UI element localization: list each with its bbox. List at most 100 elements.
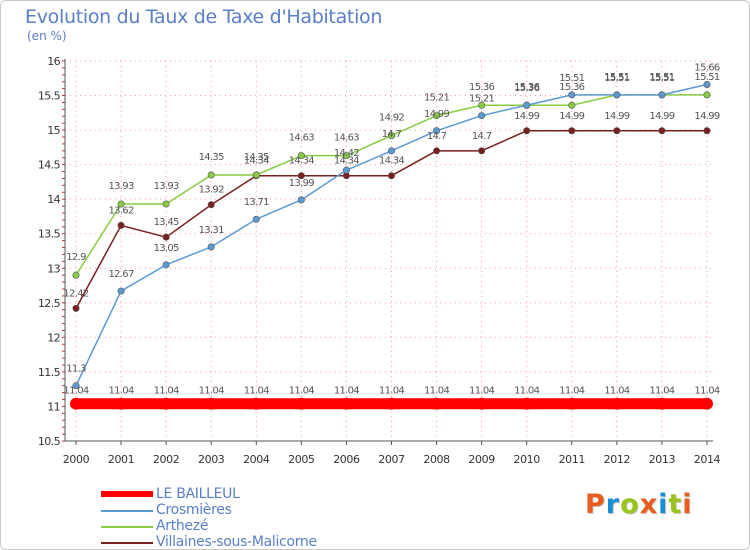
data-point-artheze xyxy=(72,271,80,279)
data-point-le-bailleul xyxy=(520,397,533,410)
y-tick-label: 12 xyxy=(47,331,60,344)
y-tick-label: 16 xyxy=(47,55,60,68)
legend-label-villaines-sous-malicorne: Villaines-sous-Malicorne xyxy=(156,534,317,550)
data-point-villaines-sous-malicorne xyxy=(433,147,441,155)
legend: LE BAILLEUL Crosmières Arthezé Villaines… xyxy=(101,486,361,550)
data-label-le-bailleul: 11.04 xyxy=(559,386,584,397)
data-point-artheze xyxy=(387,132,395,140)
legend-swatch-crosmieres xyxy=(101,510,153,512)
logo-letter: t xyxy=(668,489,683,520)
data-label-crosmieres: 15.51 xyxy=(604,73,629,84)
data-label-artheze: 15.36 xyxy=(469,82,494,93)
data-point-le-bailleul xyxy=(655,397,668,410)
data-label-le-bailleul: 11.04 xyxy=(334,386,359,397)
data-label-villaines-sous-malicorne: 13.62 xyxy=(108,205,133,216)
data-point-artheze xyxy=(207,171,215,179)
data-point-le-bailleul xyxy=(385,397,398,410)
series-layer xyxy=(70,80,713,410)
data-label-artheze: 14.92 xyxy=(379,113,404,124)
data-point-le-bailleul xyxy=(565,397,578,410)
data-point-le-bailleul xyxy=(475,397,488,410)
x-tick-label: 2002 xyxy=(153,453,179,466)
data-point-le-bailleul xyxy=(205,397,218,410)
data-label-villaines-sous-malicorne: 14.99 xyxy=(559,111,584,122)
logo-letter: x xyxy=(639,489,659,520)
data-point-le-bailleul xyxy=(610,397,623,410)
data-label-crosmieres: 13.99 xyxy=(289,178,314,189)
legend-swatch-artheze xyxy=(101,526,153,528)
data-point-artheze xyxy=(117,200,125,208)
data-label-le-bailleul: 11.04 xyxy=(154,386,179,397)
data-label-artheze: 13.93 xyxy=(108,181,133,192)
data-point-le-bailleul xyxy=(70,397,82,410)
legend-swatch-villaines-sous-malicorne xyxy=(101,542,153,544)
data-label-artheze: 14.35 xyxy=(244,152,269,163)
legend-item-crosmieres: Crosmières xyxy=(101,502,361,519)
data-point-crosmieres xyxy=(207,243,215,251)
data-label-artheze: 12.9 xyxy=(66,252,86,263)
data-point-crosmieres xyxy=(72,382,80,390)
data-label-crosmieres: 14.42 xyxy=(334,148,359,159)
data-point-villaines-sous-malicorne xyxy=(478,147,486,155)
data-point-villaines-sous-malicorne xyxy=(658,127,666,135)
data-point-villaines-sous-malicorne xyxy=(387,172,395,180)
data-point-artheze xyxy=(297,152,305,160)
data-label-villaines-sous-malicorne: 13.45 xyxy=(154,217,179,228)
legend-label-crosmieres: Crosmières xyxy=(156,502,232,518)
data-point-crosmieres xyxy=(613,91,621,99)
data-point-villaines-sous-malicorne xyxy=(72,304,80,312)
logo-letter: r xyxy=(605,489,621,520)
data-label-villaines-sous-malicorne: 14.34 xyxy=(289,156,314,167)
data-point-crosmieres xyxy=(658,91,666,99)
data-label-villaines-sous-malicorne: 14.7 xyxy=(427,131,447,142)
data-label-artheze: 15.51 xyxy=(604,72,629,83)
data-label-villaines-sous-malicorne: 14.34 xyxy=(244,156,269,167)
data-label-artheze: 15.36 xyxy=(559,82,584,93)
data-label-crosmieres: 15.51 xyxy=(559,73,584,84)
data-point-villaines-sous-malicorne xyxy=(207,201,215,209)
data-label-villaines-sous-malicorne: 14.99 xyxy=(694,111,719,122)
data-point-crosmieres xyxy=(523,101,531,109)
data-point-villaines-sous-malicorne xyxy=(117,221,125,229)
x-tick-label: 2005 xyxy=(288,453,315,466)
data-point-artheze xyxy=(162,200,170,208)
data-point-crosmieres xyxy=(478,112,486,120)
data-point-le-bailleul xyxy=(295,397,308,410)
legend-label-le-bailleul: LE BAILLEUL xyxy=(156,486,240,502)
data-label-villaines-sous-malicorne: 14.99 xyxy=(649,111,674,122)
y-tick-label: 10.5 xyxy=(38,435,61,448)
data-label-artheze: 15.51 xyxy=(694,72,719,83)
x-tick-label: 2008 xyxy=(423,453,450,466)
data-label-villaines-sous-malicorne: 14.7 xyxy=(472,131,492,142)
data-label-le-bailleul: 11.04 xyxy=(424,386,449,397)
x-tick-label: 2009 xyxy=(468,453,495,466)
data-label-le-bailleul: 11.04 xyxy=(469,386,494,397)
data-label-crosmieres: 13.71 xyxy=(244,197,269,208)
proxiti-logo: Proxiti xyxy=(585,489,693,520)
legend-label-artheze: Arthezé xyxy=(156,518,209,534)
data-label-villaines-sous-malicorne: 14.99 xyxy=(514,111,539,122)
data-point-villaines-sous-malicorne xyxy=(162,233,170,241)
data-label-artheze: 14.63 xyxy=(289,133,314,144)
x-tick-label: 2004 xyxy=(243,453,270,466)
data-point-crosmieres xyxy=(162,261,170,269)
logo-letter: i xyxy=(682,489,693,520)
legend-item-artheze: Arthezé xyxy=(101,518,361,535)
data-label-crosmieres: 11.3 xyxy=(66,364,86,375)
data-point-le-bailleul xyxy=(250,397,263,410)
data-point-le-bailleul xyxy=(430,397,443,410)
data-label-crosmieres: 13.05 xyxy=(154,243,179,254)
data-point-artheze xyxy=(433,112,441,120)
data-point-crosmieres xyxy=(252,215,260,223)
logo-letter: o xyxy=(620,489,640,520)
x-tick-label: 2001 xyxy=(108,453,134,466)
data-point-crosmieres xyxy=(297,196,305,204)
logo-letter: P xyxy=(585,489,606,520)
data-point-villaines-sous-malicorne xyxy=(703,127,711,135)
data-label-le-bailleul: 11.04 xyxy=(63,386,88,397)
data-point-villaines-sous-malicorne xyxy=(297,172,305,180)
data-label-crosmieres: 15.36 xyxy=(514,83,539,94)
chart-title: Evolution du Taux de Taxe d'Habitation xyxy=(25,6,383,28)
axis-layer: 10.5 11 11.5 12 12.5 13 13.5 14 14.5 15 15.5 16 2000… xyxy=(38,55,721,466)
